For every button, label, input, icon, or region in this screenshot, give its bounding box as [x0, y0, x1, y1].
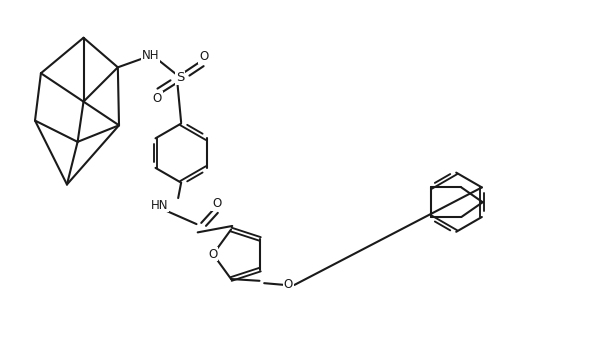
Text: HN: HN — [151, 199, 168, 212]
Text: O: O — [153, 91, 162, 105]
Text: O: O — [199, 50, 208, 63]
Text: O: O — [209, 248, 218, 261]
Text: NH: NH — [142, 49, 159, 62]
Text: O: O — [212, 197, 221, 211]
Text: S: S — [176, 72, 184, 85]
Text: O: O — [284, 278, 293, 291]
